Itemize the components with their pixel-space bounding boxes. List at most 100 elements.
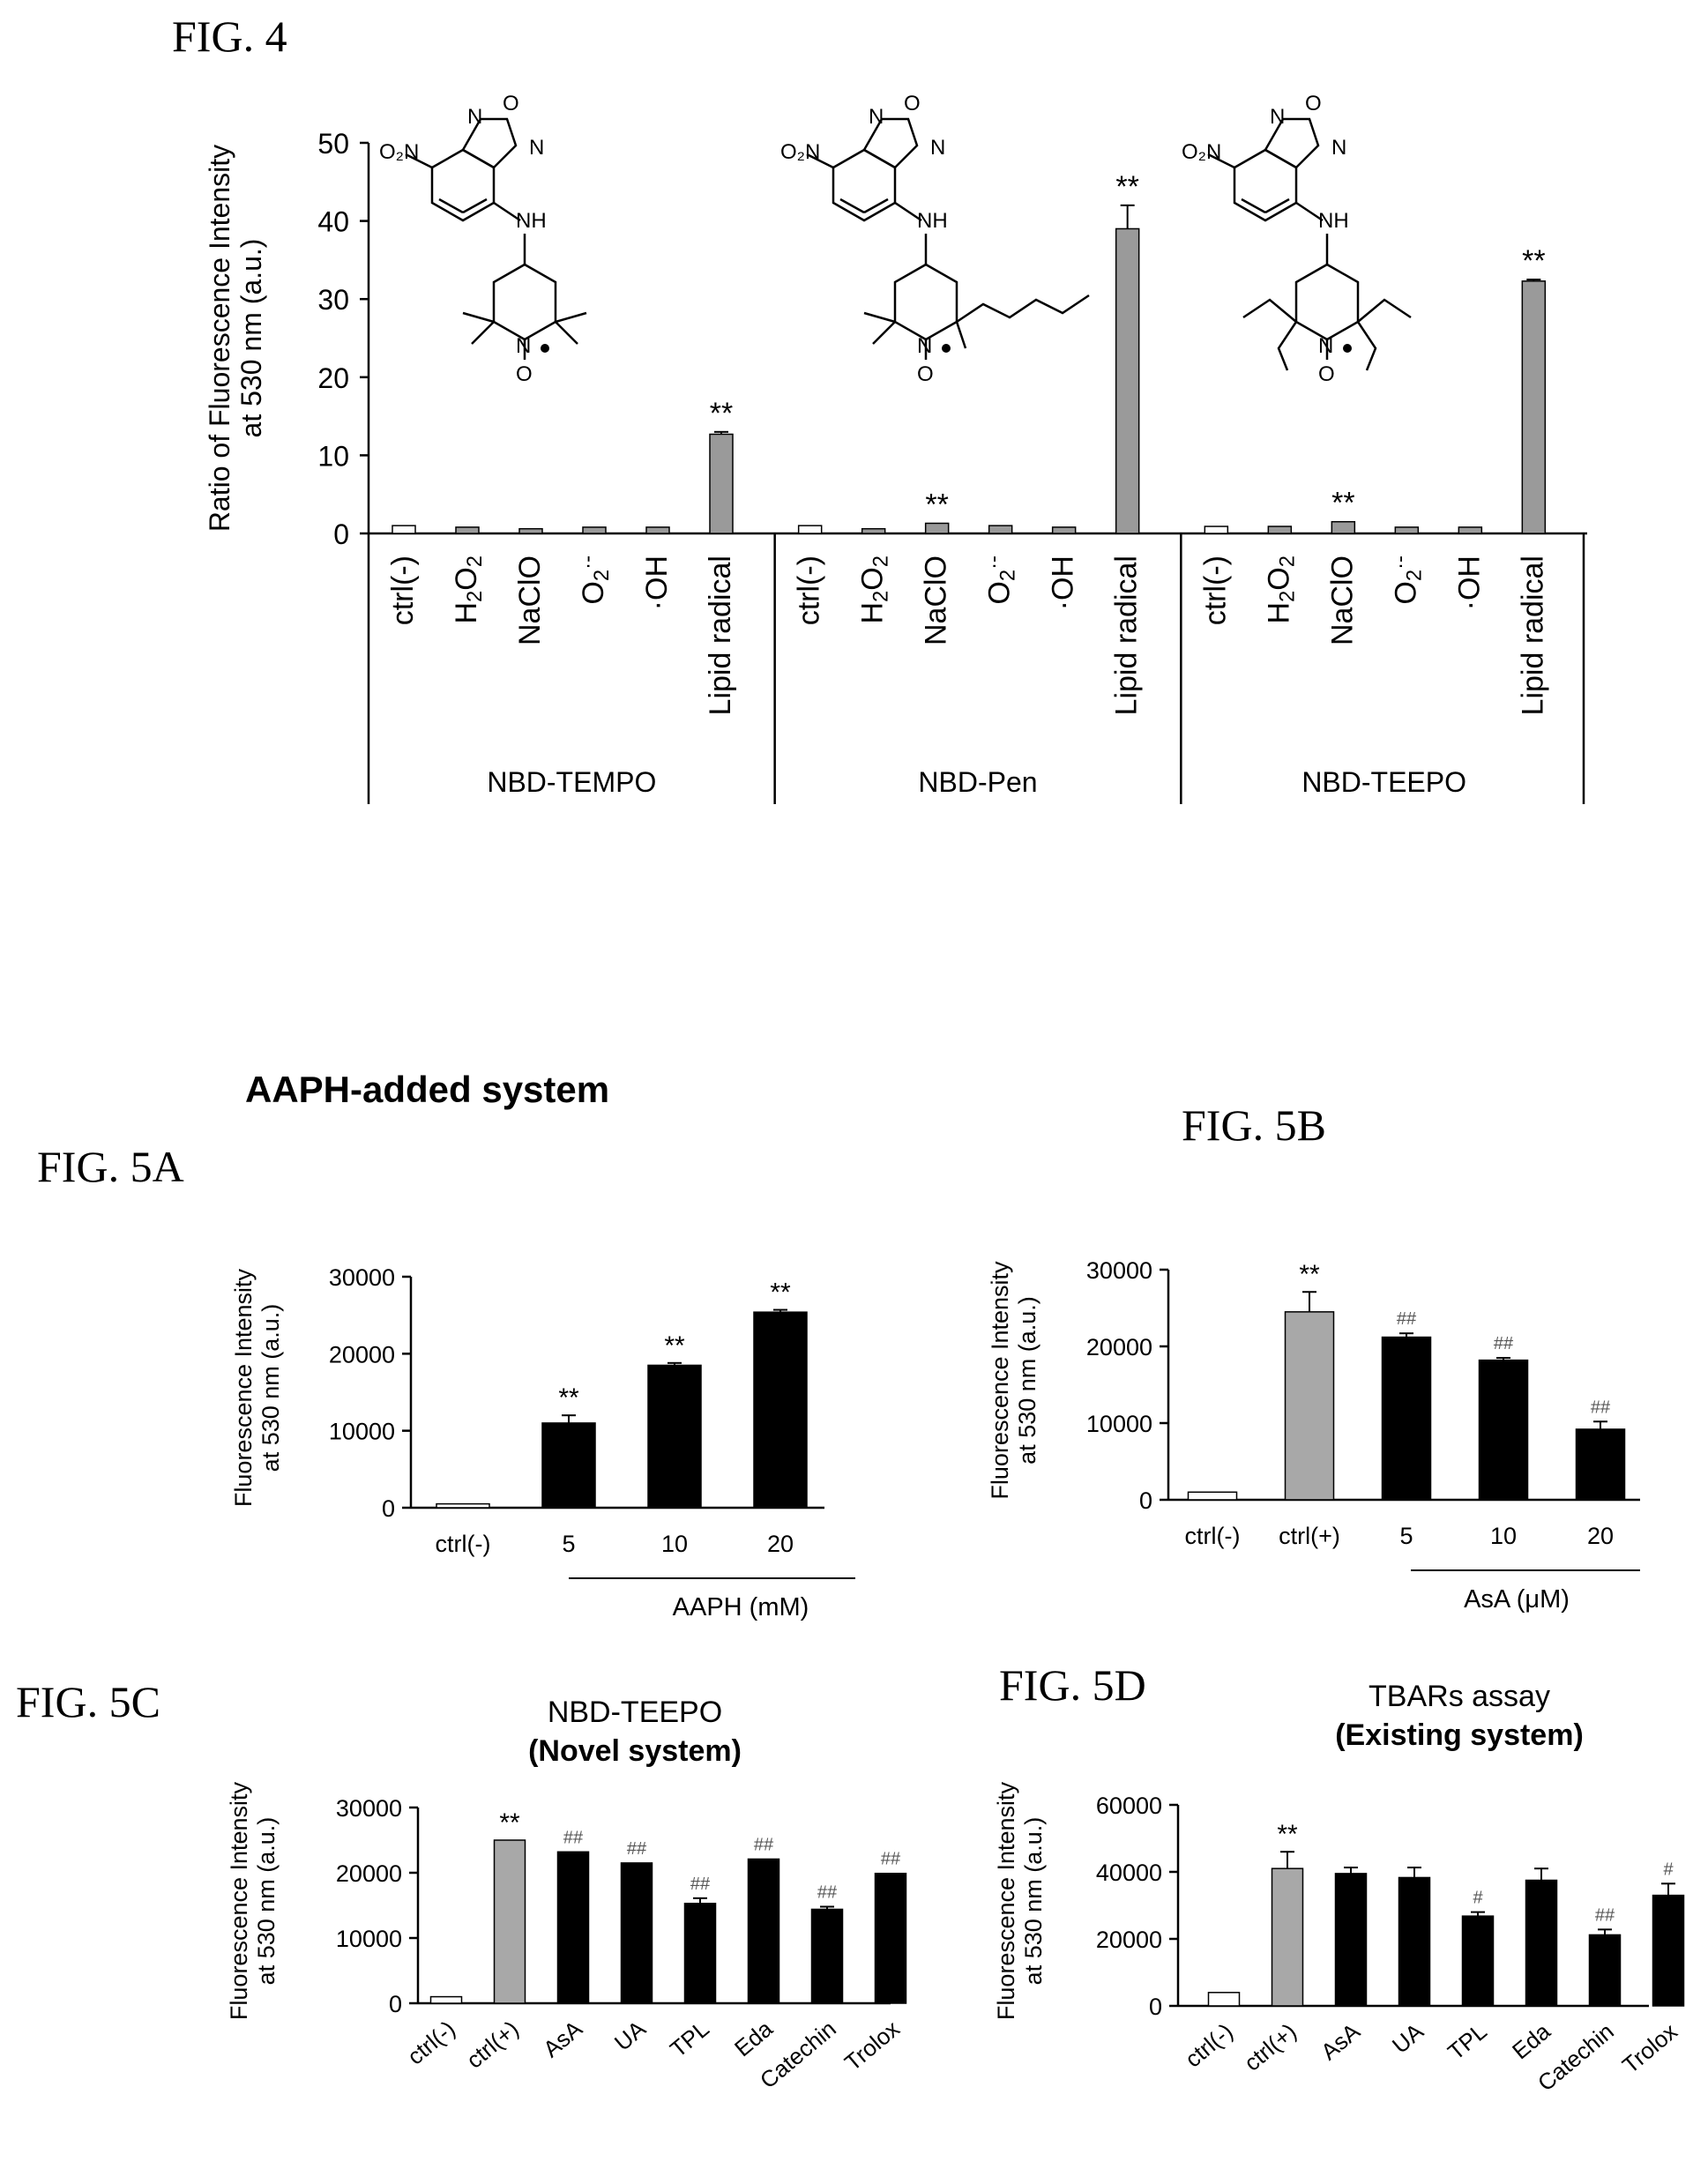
fig5b-y-tick-label: 0 — [1139, 1487, 1152, 1514]
x-tick-label: ·OH — [1047, 555, 1080, 610]
fig5d-significance: # — [1473, 1889, 1483, 1908]
fig5b-y-tick-label: 10000 — [1086, 1411, 1152, 1437]
fig5d-y-axis-title: Fluorescence Intensityat 530 nm (a.u.) — [993, 1781, 1047, 2020]
fig5c-chart: 0 10000 20000 30000 Fluorescence Intensityat… — [226, 1696, 907, 2094]
fig4-significance: ** — [925, 488, 948, 521]
fig5d-bar — [1652, 1894, 1685, 2007]
structure-nbd-teepo — [1207, 117, 1412, 371]
svg-text:N: N — [1331, 136, 1346, 160]
svg-text:O₂N: O₂N — [780, 140, 820, 164]
fig5d-y-tick-label: 0 — [1149, 1994, 1162, 2020]
x-tick-label: H2O2 — [856, 555, 893, 624]
fig4-bar — [1115, 227, 1140, 534]
fig5a-y-tick-label: 20000 — [329, 1341, 395, 1368]
fig5c-x-tick-label: TPL — [665, 2016, 714, 2063]
fig5c-bar — [747, 1858, 780, 2004]
fig5d-x-tick-label: AsA — [1316, 2017, 1365, 2065]
fig5d-x-tick-label: TPL — [1443, 2018, 1492, 2066]
fig5d-bar — [1398, 1876, 1431, 2007]
fig5a-y-tick-label: 30000 — [329, 1264, 395, 1291]
fig5d-y-tick-label: 40000 — [1096, 1860, 1162, 1886]
fig5a-y-tick-label: 0 — [382, 1495, 395, 1522]
fig4-y-tick-label: 50 — [317, 128, 349, 160]
fig5d-x-tick-label: Trolox — [1617, 2018, 1682, 2079]
fig5a-chart: 0 10000 20000 30000 Fluorescence Intensityat… — [230, 1264, 855, 1621]
fig4-significance: ** — [710, 397, 733, 430]
fig5c-bar — [810, 1908, 844, 2004]
x-tick-label: ·OH — [640, 555, 674, 610]
fig5c-x-tick-label: UA — [609, 2015, 651, 2056]
fig5a-bar — [541, 1422, 596, 1509]
svg-text:O: O — [917, 362, 934, 386]
svg-text:N: N — [917, 334, 932, 358]
fig5a-significance: ** — [664, 1331, 685, 1360]
fig5a-label: FIG. 5A — [37, 1142, 184, 1191]
svg-text:N: N — [930, 136, 945, 160]
fig4-bar — [518, 527, 543, 534]
fig5c-y-tick-label: 0 — [389, 1991, 402, 2017]
fig5b-y-axis-title: Fluorescence Intensityat 530 nm (a.u.) — [987, 1261, 1040, 1500]
fig5a-bar — [436, 1502, 490, 1509]
fig5d-label: FIG. 5D — [999, 1660, 1146, 1710]
x-tick-label: Lipid radical — [704, 555, 737, 715]
fig4-bar — [1267, 526, 1293, 534]
x-tick-label: O2·- — [982, 555, 1020, 605]
svg-text:O: O — [503, 92, 519, 116]
fig5d-x-tick-label: UA — [1387, 2017, 1428, 2059]
fig5c-x-tick-label: ctrl(+) — [461, 2016, 524, 2074]
fig5c-significance: ## — [754, 1835, 774, 1854]
fig5b-y-tick-label: 20000 — [1086, 1334, 1152, 1360]
fig5b-x-axis-title: AsA (μM) — [1464, 1585, 1570, 1614]
fig5b-significance: ## — [1494, 1334, 1514, 1353]
fig4-bar — [988, 525, 1013, 534]
fig4-bar — [645, 526, 670, 534]
fig5c-significance: ## — [563, 1828, 584, 1847]
svg-text:O: O — [516, 362, 533, 386]
fig5c-bar — [620, 1862, 653, 2004]
x-tick-label: H2O2 — [450, 555, 487, 624]
fig5c-bar — [683, 1903, 717, 2004]
fig4-bar — [709, 433, 734, 534]
fig5b-significance: ## — [1591, 1398, 1611, 1417]
svg-text:N: N — [1270, 105, 1285, 129]
fig4-y-tick-label: 10 — [317, 440, 349, 472]
fig5b-x-tick-label: 5 — [1399, 1523, 1413, 1549]
fig5c-bar — [429, 1995, 463, 2004]
x-tick-label: ctrl(-) — [1198, 555, 1232, 625]
fig5b-bar — [1187, 1491, 1238, 1501]
fig5a-significance: ** — [770, 1278, 791, 1308]
fig5d-bar — [1334, 1873, 1368, 2007]
x-tick-label: ·OH — [1452, 555, 1486, 610]
fig5d-chart: 0 20000 40000 60000 Fluorescence Intensityat… — [993, 1680, 1685, 2097]
fig5c-label: FIG. 5C — [16, 1677, 160, 1726]
fig4-significance: ** — [1522, 244, 1545, 278]
fig4-y-tick-label: 0 — [333, 518, 349, 550]
fig5c-bar — [556, 1851, 590, 2004]
fig4-y-axis-title: Ratio of Fluorescence Intensityat 530 nm… — [204, 145, 267, 532]
fig5a-x-tick-label: ctrl(-) — [436, 1531, 491, 1557]
fig5b-significance: ## — [1397, 1309, 1417, 1329]
structure-nbd-pen — [806, 117, 1090, 360]
fig4-chart: 0 10 20 30 40 50 Ratio of Fluorescence Intensi… — [204, 128, 1587, 804]
fig5a-x-tick-label: 5 — [562, 1531, 575, 1557]
x-tick-label: Lipid radical — [1110, 555, 1144, 715]
fig5c-x-tick-label: ctrl(-) — [402, 2016, 460, 2070]
fig5b-bar — [1478, 1359, 1529, 1501]
fig5d-title: TBARs assay — [1369, 1680, 1550, 1713]
fig4-bar — [455, 526, 480, 534]
fig5c-y-tick-label: 10000 — [336, 1926, 402, 1952]
fig5b-x-tick-label: 20 — [1587, 1523, 1614, 1549]
svg-text:NH: NH — [516, 209, 547, 233]
fig5c-title: NBD-TEEPO — [548, 1696, 722, 1729]
fig5b-x-tick-label: 10 — [1490, 1523, 1517, 1549]
fig4-bar — [924, 522, 950, 534]
fig5d-subtitle: (Existing system) — [1335, 1718, 1584, 1752]
fig5c-x-tick-label: Eda — [729, 2015, 778, 2061]
fig4-group-label: NBD-TEMPO — [487, 766, 656, 798]
svg-text:O: O — [1318, 362, 1335, 386]
fig4-bar — [861, 527, 886, 534]
fig5b-bar — [1284, 1311, 1335, 1501]
